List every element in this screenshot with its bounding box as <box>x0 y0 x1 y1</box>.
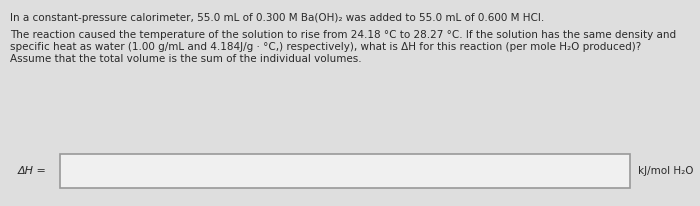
Text: specific heat as water (1.00 g/mL and 4.184J/g · °C,) respectively), what is ΔH : specific heat as water (1.00 g/mL and 4.… <box>10 42 641 52</box>
Text: ΔH =: ΔH = <box>18 166 47 176</box>
Text: Assume that the total volume is the sum of the individual volumes.: Assume that the total volume is the sum … <box>10 54 362 64</box>
Text: kJ/mol H₂O: kJ/mol H₂O <box>638 166 694 176</box>
Text: In a constant-pressure calorimeter, 55.0 mL of 0.300 M Ba(OH)₂ was added to 55.0: In a constant-pressure calorimeter, 55.0… <box>10 13 545 23</box>
FancyBboxPatch shape <box>60 154 630 188</box>
Text: The reaction caused the temperature of the solution to rise from 24.18 °C to 28.: The reaction caused the temperature of t… <box>10 30 676 40</box>
